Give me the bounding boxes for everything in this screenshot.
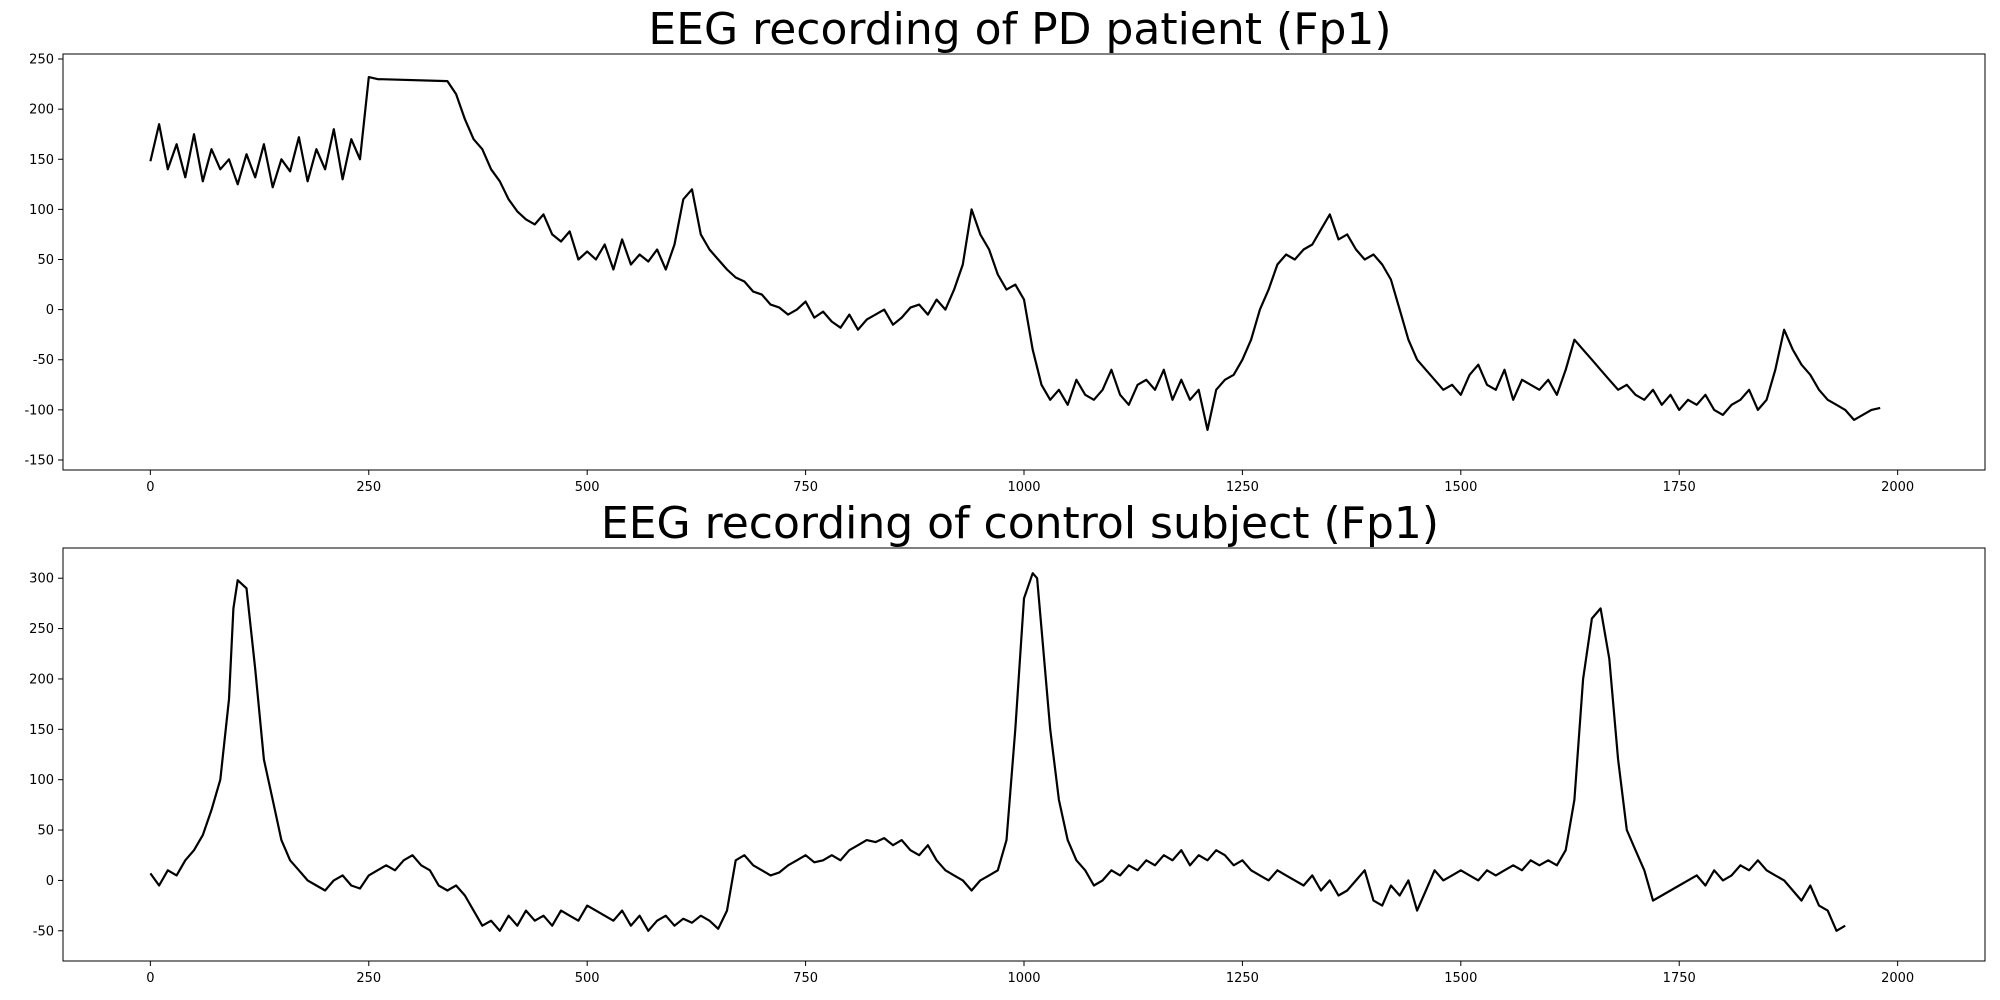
x-tick-label: 0: [146, 971, 154, 986]
y-axis-pd-patient: -150 -100 -50 0 50 100 150 200 250: [24, 53, 63, 468]
x-tick-label: 1000: [1007, 480, 1040, 495]
eeg-trace-pd-patient: [149, 76, 1881, 431]
y-tick-label: 50: [37, 253, 54, 268]
x-tick-label: 1750: [1663, 480, 1696, 495]
x-tick-label: 1250: [1226, 480, 1259, 495]
y-tick-label: -50: [33, 924, 54, 939]
chart-title-pd-patient: EEG recording of PD patient (Fp1): [648, 4, 1391, 55]
x-tick-label: 1000: [1007, 971, 1040, 986]
eeg-trace-control-subject: [149, 572, 1846, 932]
y-tick-label: 300: [29, 572, 54, 587]
x-tick-label: 2000: [1881, 480, 1914, 495]
y-tick-label: -100: [24, 403, 54, 418]
x-tick-label: 750: [793, 971, 818, 986]
y-tick-label: 0: [46, 874, 54, 889]
x-tick-label: 1250: [1226, 971, 1259, 986]
y-tick-label: 250: [29, 53, 54, 68]
x-tick-label: 1750: [1663, 971, 1696, 986]
x-tick-label: 250: [356, 971, 381, 986]
y-tick-label: -150: [24, 453, 54, 468]
x-tick-label: 250: [356, 480, 381, 495]
x-axis-pd-patient: 0 250 500 750 1000 1250 1500 1750 2000: [146, 470, 1914, 495]
x-tick-label: 0: [146, 480, 154, 495]
x-tick-label: 750: [793, 480, 818, 495]
y-tick-label: 200: [29, 103, 54, 118]
x-tick-label: 500: [575, 971, 600, 986]
y-tick-label: 100: [29, 773, 54, 788]
y-tick-label: 200: [29, 672, 54, 687]
y-tick-label: 50: [37, 824, 54, 839]
y-tick-label: 150: [29, 153, 54, 168]
chart-title-control-subject: EEG recording of control subject (Fp1): [601, 498, 1439, 549]
chart-panel-pd-patient: EEG recording of PD patient (Fp1) 0 250 50…: [24, 4, 1986, 495]
chart-panel-control-subject: EEG recording of control subject (Fp1) 0…: [29, 498, 1986, 986]
x-tick-label: 2000: [1881, 971, 1914, 986]
x-axis-control-subject: 0 250 500 750 1000 1250 1500 1750 2000: [146, 961, 1914, 986]
x-tick-label: 1500: [1444, 480, 1477, 495]
y-tick-label: 250: [29, 622, 54, 637]
x-tick-label: 500: [575, 480, 600, 495]
y-axis-control-subject: -50 0 50 100 150 200 250 300: [29, 572, 63, 939]
y-tick-label: 0: [46, 303, 54, 318]
y-tick-label: 100: [29, 203, 54, 218]
y-tick-label: 150: [29, 723, 54, 738]
x-tick-label: 1500: [1444, 971, 1477, 986]
y-tick-label: -50: [33, 353, 54, 368]
